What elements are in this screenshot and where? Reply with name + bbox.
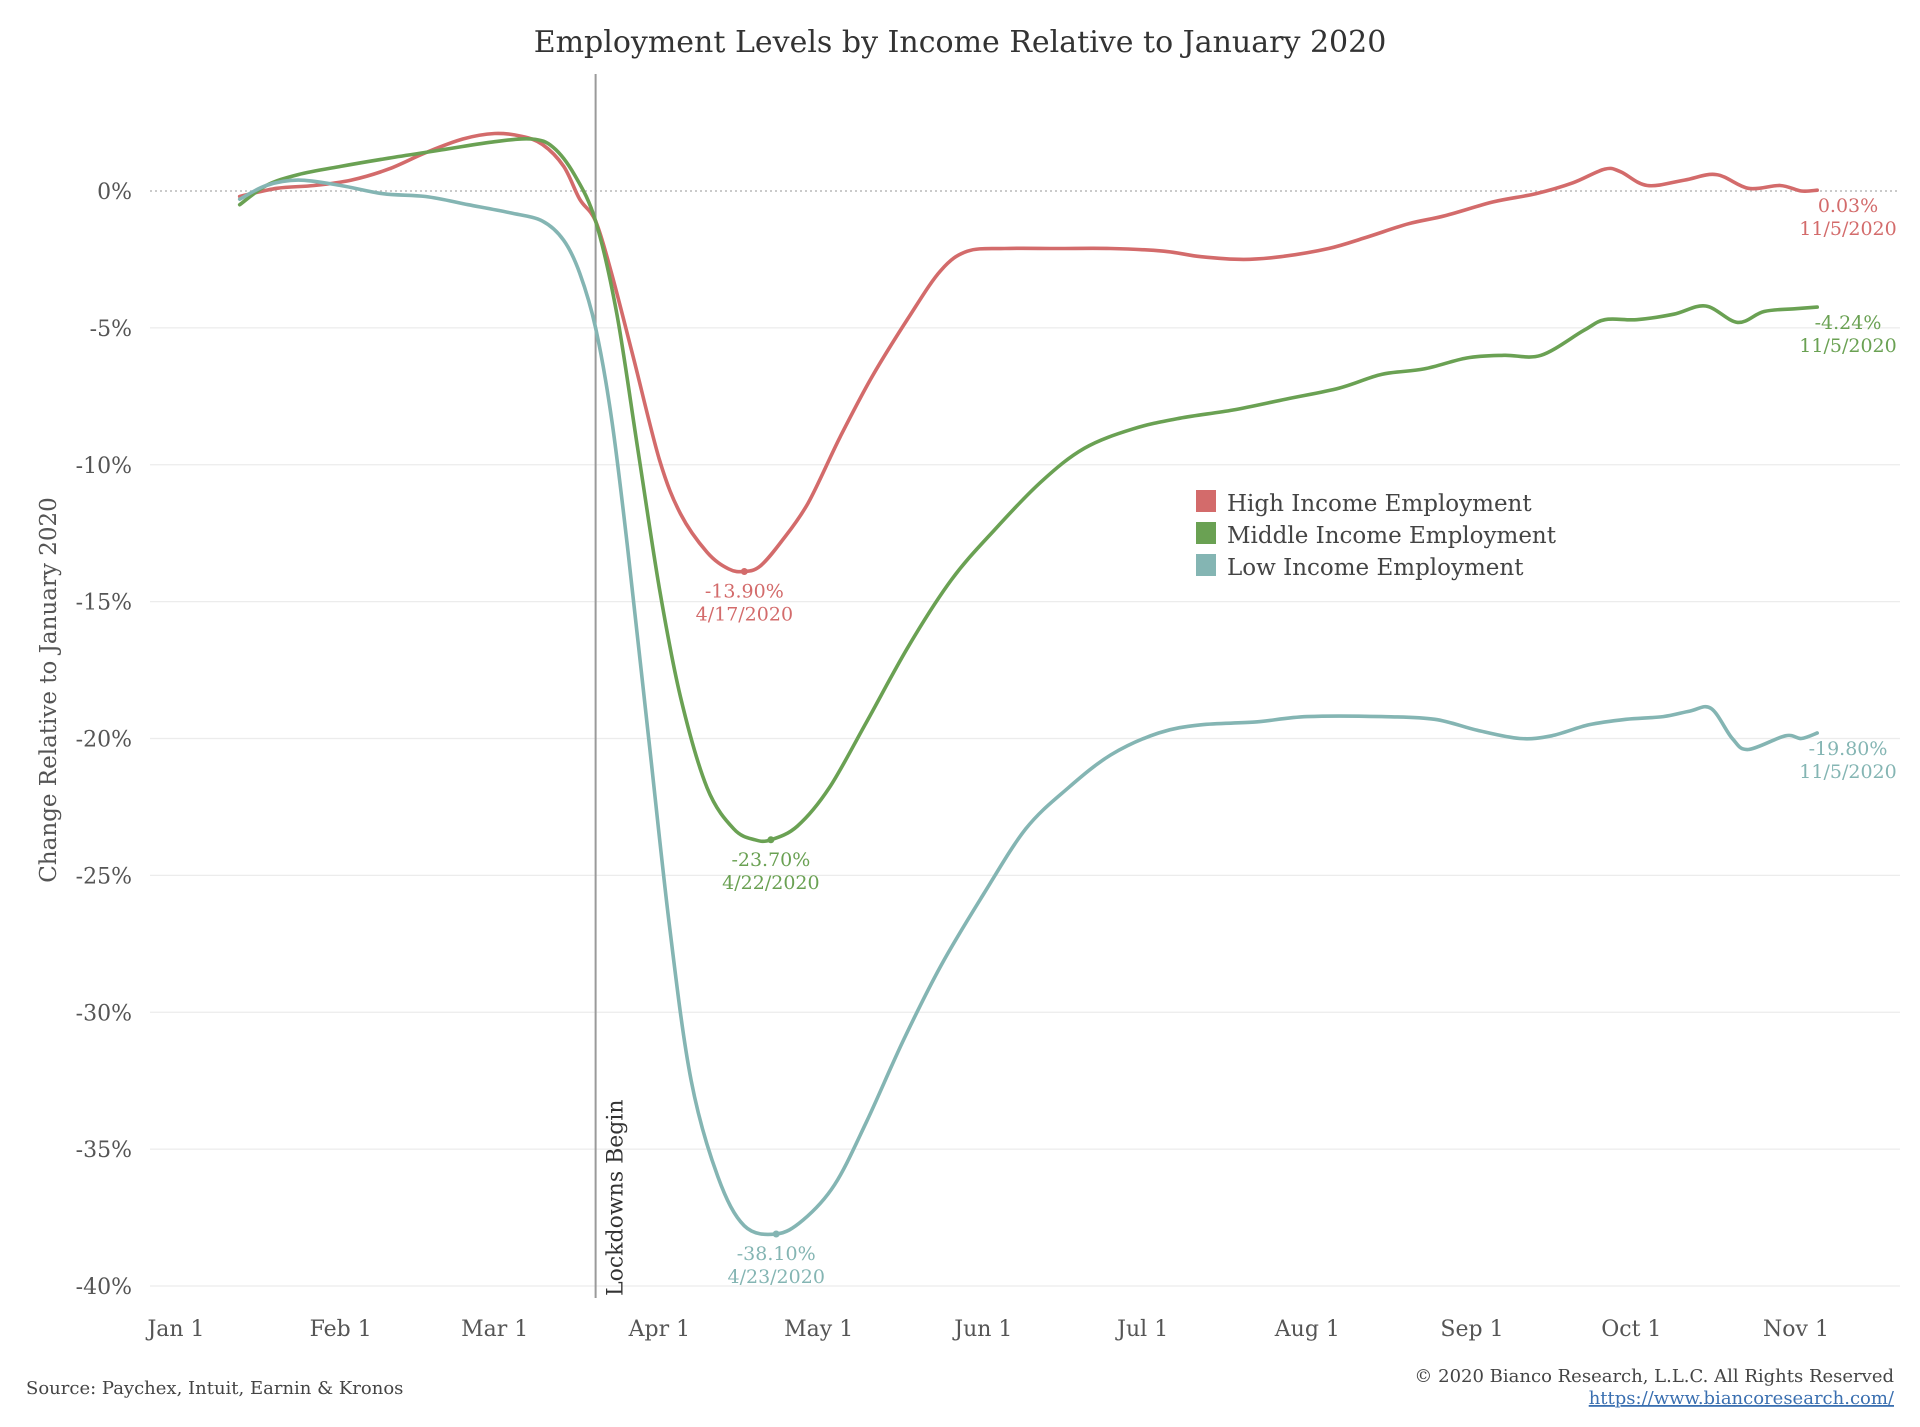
annotation-date: 11/5/2020: [1799, 761, 1896, 783]
trough-marker: [772, 1230, 780, 1238]
y-tick-label: -35%: [76, 1138, 132, 1163]
y-tick-label: 0%: [97, 180, 132, 205]
series-line-middle-income-employment: [237, 136, 1819, 844]
annotation-value: -19.80%: [1809, 738, 1888, 760]
annotation-value: -23.70%: [731, 849, 810, 871]
annotation-value: -13.90%: [705, 581, 784, 603]
legend-swatch-middle-income: [1196, 522, 1216, 544]
y-tick-label: -20%: [76, 728, 132, 753]
x-tick-label: Mar 1: [461, 1317, 528, 1342]
lockdown-reference-label: Lockdowns Begin: [604, 1099, 629, 1296]
series-line-high-income-employment: [237, 131, 1819, 574]
x-tick-label: Apr 1: [628, 1317, 690, 1342]
trough-marker: [767, 836, 775, 844]
legend-label-middle-income: Middle Income Employment: [1227, 523, 1557, 549]
annotations: -13.90%4/17/2020 -23.70%4/22/2020 -38.10%4…: [696, 195, 1897, 1288]
legend-swatch-low-income: [1196, 554, 1216, 576]
y-axis-ticks: 0% -5% -10% -15% -20% -25% -30% -35% -40%: [76, 180, 132, 1300]
annotation-value: -4.24%: [1815, 312, 1882, 334]
y-axis-label: Change Relative to January 2020: [36, 497, 62, 883]
copyright-note: © 2020 Bianco Research, L.L.C. All Right…: [1414, 1366, 1894, 1387]
trough-marker: [740, 568, 748, 576]
legend-swatch-high-income: [1196, 490, 1216, 512]
annotation-date: 11/5/2020: [1799, 218, 1896, 240]
legend-label-low-income: Low Income Employment: [1227, 555, 1524, 581]
y-tick-label: -30%: [76, 1001, 132, 1026]
x-tick-label: Feb 1: [310, 1317, 372, 1342]
x-tick-label: Jan 1: [145, 1317, 204, 1342]
y-tick-label: -15%: [76, 591, 132, 616]
series-line-low-income-employment: [237, 178, 1819, 1237]
x-tick-label: Aug 1: [1274, 1317, 1340, 1342]
annotation-value: -38.10%: [737, 1243, 816, 1265]
y-tick-label: -25%: [76, 864, 132, 889]
y-tick-label: -10%: [76, 454, 132, 479]
x-tick-label: Nov 1: [1763, 1317, 1829, 1342]
x-tick-label: Sep 1: [1440, 1317, 1503, 1342]
legend-label-high-income: High Income Employment: [1227, 491, 1532, 517]
x-axis-ticks: Jan 1 Feb 1 Mar 1 Apr 1 May 1 Jun 1 Jul 1 Aug 1…: [145, 1317, 1829, 1342]
series-lines: [237, 131, 1819, 1237]
source-note: Source: Paychex, Intuit, Earnin & Kronos: [26, 1378, 403, 1399]
website-link[interactable]: https://www.biancoresearch.com/: [1589, 1388, 1895, 1409]
gridlines: [150, 190, 1900, 1287]
lockdown-reference: Lockdowns Begin: [594, 74, 629, 1298]
y-tick-label: -40%: [76, 1275, 132, 1300]
annotation-date: 11/5/2020: [1799, 335, 1896, 357]
annotation-date: 4/22/2020: [722, 872, 819, 894]
x-tick-label: Jul 1: [1115, 1317, 1168, 1342]
annotation-date: 4/17/2020: [696, 604, 793, 626]
annotation-value: 0.03%: [1818, 195, 1878, 217]
x-tick-label: Oct 1: [1601, 1317, 1661, 1342]
annotation-date: 4/23/2020: [727, 1266, 824, 1288]
x-tick-label: May 1: [784, 1317, 853, 1342]
chart-title: Employment Levels by Income Relative to …: [534, 25, 1387, 60]
legend: High Income Employment Middle Income Emp…: [1196, 490, 1557, 581]
y-tick-label: -5%: [90, 317, 132, 342]
x-tick-label: Jun 1: [952, 1317, 1012, 1342]
